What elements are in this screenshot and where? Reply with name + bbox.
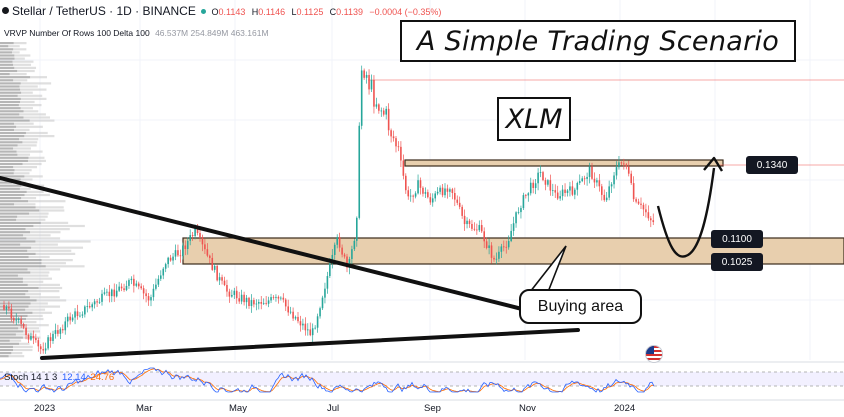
axis-label-2023: 2023 (34, 403, 56, 414)
symbol-title[interactable]: Stellar / TetherUS · 1D · BINANCE (12, 4, 196, 18)
us-flag-icon[interactable] (645, 345, 663, 363)
resistance-band (404, 159, 724, 167)
candles (3, 65, 655, 354)
ohlc-o-label: O (211, 7, 219, 17)
vrvp-value-1: 46.537M (155, 28, 189, 38)
stoch-k-value: 12.14 (62, 372, 86, 383)
vrvp-value-3: 463.161M (230, 28, 269, 38)
axis-label-jul: Jul (327, 403, 340, 414)
ohlc-h-value: 0.1146 (258, 7, 286, 17)
axis-label-mar: Mar (136, 403, 153, 414)
ohlc-o-value: 0.1143 (218, 7, 246, 17)
stoch-d-value: 24.76 (90, 372, 115, 383)
vrvp-indicator-label[interactable]: VRVP Number Of Rows 100 Delta 100 (4, 28, 150, 38)
ascending-trendline[interactable] (40, 328, 580, 360)
symbol-logo-icon (2, 7, 9, 14)
axis-label-sep: Sep (424, 403, 441, 414)
time-axis-labels[interactable]: 2023 Mar May Jul Sep Nov 2024 (0, 402, 844, 417)
projection-arrowhead (703, 156, 724, 172)
axis-label-nov: Nov (519, 403, 536, 414)
price-label-zone-bottom: 0.1025 (711, 253, 763, 271)
ohlc-l-value: 0.1125 (296, 7, 324, 17)
title-text: A Simple Trading Scenario (416, 25, 780, 57)
market-status-icon (201, 9, 207, 14)
projection-path[interactable] (656, 167, 716, 258)
title-annotation[interactable]: A Simple Trading Scenario (400, 20, 796, 62)
vrvp-value-2: 254.849M (190, 28, 229, 38)
ticker-text: XLM (505, 103, 563, 135)
volume-profile (0, 42, 91, 358)
buying-area-text: Buying area (537, 297, 624, 315)
ohlc-h-label: H (251, 7, 259, 17)
buying-area-callout[interactable]: Buying area (519, 289, 642, 324)
axis-label-2024: 2024 (614, 403, 636, 414)
descending-trendline[interactable] (0, 176, 524, 311)
price-change: −0.0004 (−0.35%) (369, 7, 442, 17)
axis-label-may: May (229, 403, 247, 414)
price-label-zone-top: 0.1100 (711, 230, 763, 248)
ticker-annotation[interactable]: XLM (497, 97, 571, 141)
chart-legend: Stellar / TetherUS · 1D · BINANCE O0.114… (0, 0, 441, 44)
stochastic-pane (0, 361, 844, 393)
price-label-resistance: 0.1340 (746, 156, 798, 174)
ohlc-l-label: L (291, 7, 297, 17)
ohlc-c-label: C (329, 7, 337, 17)
ohlc-c-value: 0.1139 (336, 7, 364, 17)
stoch-label[interactable]: Stoch 14 1 3 (4, 372, 58, 383)
